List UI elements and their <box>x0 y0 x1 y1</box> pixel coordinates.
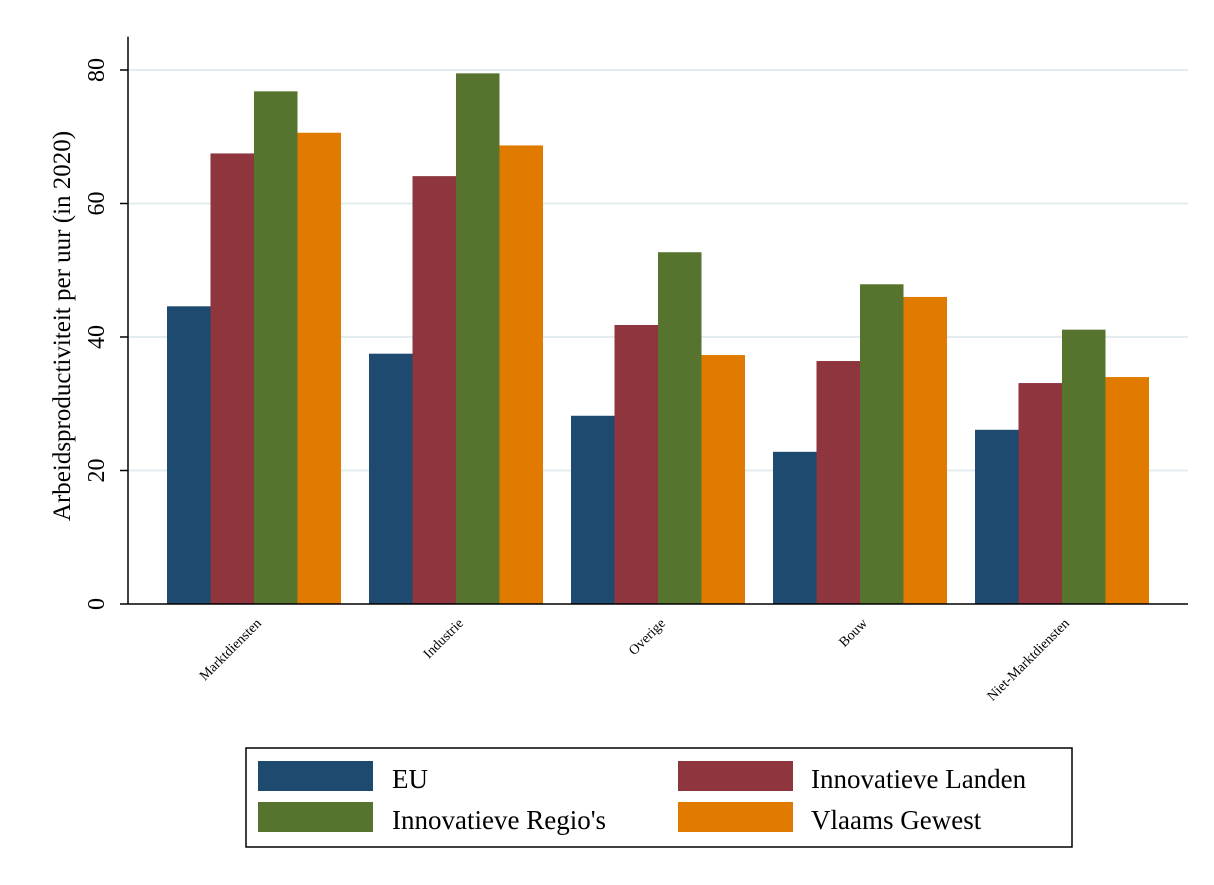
legend-label: Innovatieve Landen <box>811 764 1027 794</box>
y-axis-label: Arbeidsproductiviteit per uur (in 2020) <box>49 131 76 521</box>
legend-swatch <box>258 802 373 832</box>
y-tick-label: 20 <box>84 459 110 483</box>
bar <box>167 306 211 604</box>
bar <box>456 73 500 604</box>
bar <box>254 91 298 605</box>
bar <box>903 296 947 604</box>
x-category-label: Bouw <box>837 616 872 651</box>
legend-items: EU Innovatieve Landen Innovatieve Regio's V… <box>258 761 1027 835</box>
bar <box>701 355 745 604</box>
x-category-label: Niet-Marktdiensten <box>985 616 1073 704</box>
bar <box>1018 383 1062 604</box>
bar <box>614 324 658 604</box>
legend-swatch <box>678 802 793 832</box>
y-tick-label: 0 <box>84 598 110 610</box>
bar <box>369 353 413 604</box>
bar <box>773 451 817 604</box>
x-category-label: Overige <box>626 616 668 658</box>
bar <box>1062 329 1106 604</box>
legend: EU Innovatieve Landen Innovatieve Regio's V… <box>245 747 1073 848</box>
legend-swatch <box>258 761 373 791</box>
y-tick-label: 40 <box>84 325 110 349</box>
bar <box>860 284 904 604</box>
bar <box>412 176 456 604</box>
bar <box>571 415 615 604</box>
x-category-label: Industrie <box>421 616 467 662</box>
bar <box>816 361 860 604</box>
legend-label: EU <box>392 764 428 794</box>
bar <box>975 429 1019 604</box>
bar <box>297 132 341 604</box>
y-tick-label: 60 <box>84 192 110 216</box>
y-ticks: 0 20 40 60 80 <box>84 58 128 610</box>
bar <box>210 153 254 604</box>
y-tick-label: 80 <box>84 58 110 82</box>
x-category-label: Marktdiensten <box>197 616 265 684</box>
bar <box>1105 377 1149 604</box>
bar <box>658 252 702 605</box>
bars <box>167 73 1149 605</box>
legend-swatch <box>678 761 793 791</box>
bar <box>499 145 543 605</box>
legend-label: Innovatieve Regio's <box>392 805 606 835</box>
legend-label: Vlaams Gewest <box>811 805 982 835</box>
legend-box <box>245 747 1073 848</box>
axes <box>127 36 1188 605</box>
x-category-labels: Marktdiensten Industrie Overige Bouw Niet-Ma… <box>197 616 1073 705</box>
